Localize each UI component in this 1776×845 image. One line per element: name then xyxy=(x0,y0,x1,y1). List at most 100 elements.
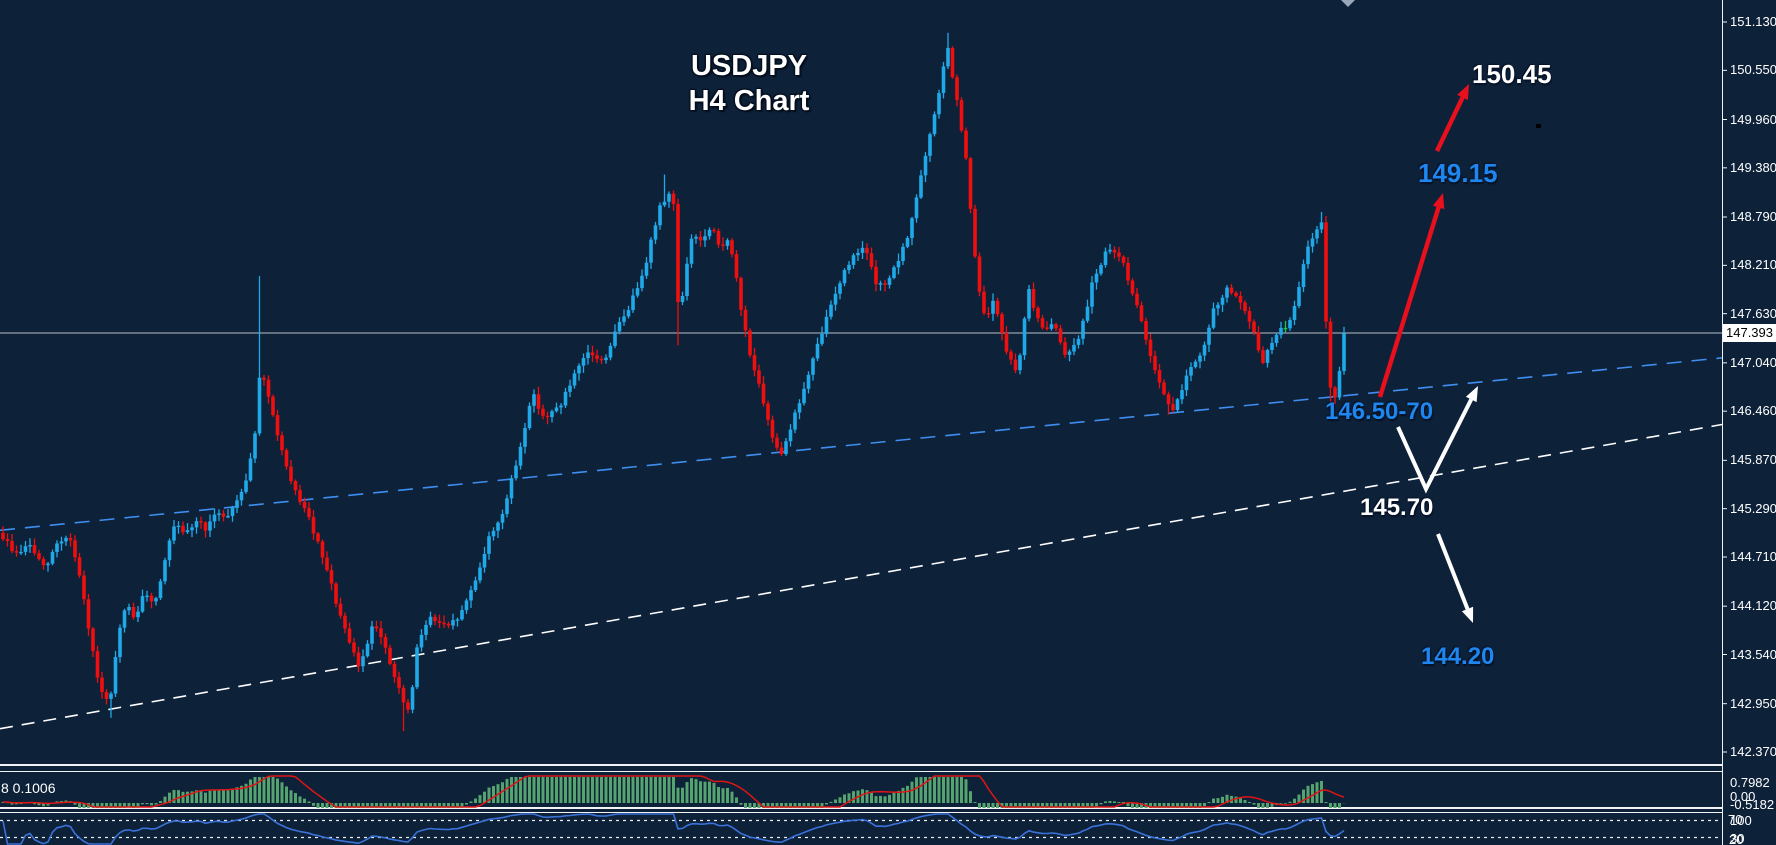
candle-body xyxy=(568,385,572,392)
histogram-bar xyxy=(1243,800,1247,803)
histogram-bar xyxy=(501,782,504,803)
histogram-bar xyxy=(456,803,459,808)
candle-body xyxy=(275,415,280,436)
candle-body xyxy=(676,203,680,303)
histogram-bar xyxy=(505,778,509,803)
histogram-bar xyxy=(699,781,702,803)
candle-body xyxy=(770,419,775,438)
histogram-bar xyxy=(978,803,981,808)
histogram-bar xyxy=(1059,803,1062,808)
candle-body xyxy=(703,236,707,241)
histogram-bar xyxy=(1279,803,1283,804)
red-arrow-to-150.45 xyxy=(1434,96,1465,152)
histogram-bar xyxy=(177,790,180,803)
candle-body xyxy=(1247,311,1252,322)
histogram-bar xyxy=(73,803,77,805)
histogram-bar xyxy=(834,799,837,803)
histogram-bar xyxy=(348,803,351,808)
candle-body xyxy=(365,643,370,657)
histogram-bar xyxy=(384,803,387,808)
candle-body xyxy=(491,530,496,537)
histogram-bar xyxy=(541,777,545,803)
candle-body xyxy=(892,267,896,278)
histogram-bar xyxy=(330,803,333,808)
histogram-bar xyxy=(1140,803,1143,808)
histogram-bar xyxy=(276,778,279,803)
candle-body xyxy=(329,570,334,584)
candle-body xyxy=(1099,265,1103,274)
histogram-bar xyxy=(946,777,950,803)
histogram-bar xyxy=(1324,802,1328,803)
candle-body xyxy=(1112,249,1117,253)
histogram-bar xyxy=(807,803,810,808)
candle-body xyxy=(1184,375,1189,391)
histogram-bar xyxy=(303,798,306,803)
candle-body xyxy=(1252,321,1256,333)
histogram-bar xyxy=(321,803,324,808)
histogram-bar xyxy=(316,803,320,808)
histogram-bar xyxy=(114,803,117,808)
histogram-bar xyxy=(861,789,864,803)
candle-body xyxy=(820,334,824,344)
histogram-bar xyxy=(847,793,851,803)
candle-body xyxy=(352,642,356,653)
indicator-axis-label: 0.00 xyxy=(1730,789,1756,804)
histogram-bar xyxy=(334,803,338,808)
histogram-bar xyxy=(204,792,207,803)
candle-body xyxy=(347,628,352,643)
candle-body xyxy=(1009,351,1013,360)
histogram-bar xyxy=(982,803,986,808)
histogram-bar xyxy=(1005,803,1008,808)
candle-body xyxy=(806,374,811,389)
candle-body xyxy=(68,537,73,541)
candle-body xyxy=(757,370,761,384)
candle-body xyxy=(1306,246,1310,265)
histogram-bar xyxy=(127,803,131,808)
histogram-bar xyxy=(100,803,104,808)
candle-body xyxy=(518,446,523,466)
candle-body xyxy=(1045,327,1049,329)
histogram-bar xyxy=(375,803,378,808)
histogram-bar xyxy=(285,786,288,803)
histogram-bar xyxy=(141,803,144,805)
histogram-bar xyxy=(429,803,432,808)
candle-body xyxy=(964,130,968,159)
histogram-bar xyxy=(555,777,558,803)
histogram-bar xyxy=(838,797,842,803)
y-axis-label: 150.550 xyxy=(1730,62,1776,78)
candle-body xyxy=(37,553,41,560)
histogram-bar xyxy=(735,797,738,803)
candle-body xyxy=(41,559,46,566)
candle-body xyxy=(523,428,527,447)
candle-body xyxy=(824,316,829,335)
histogram-bar xyxy=(343,803,347,808)
y-axis-label: 146.460 xyxy=(1730,403,1776,419)
candle-body xyxy=(203,522,208,531)
histogram-bar xyxy=(262,777,266,803)
candle-body xyxy=(950,47,955,78)
candle-body xyxy=(604,357,608,361)
candle-body xyxy=(284,450,289,467)
candle-body xyxy=(437,621,442,623)
candle-body xyxy=(1202,344,1207,356)
histogram-bar xyxy=(928,777,932,803)
histogram-bar xyxy=(474,798,477,803)
candle-body xyxy=(640,275,644,289)
red-arrow-to-149.15 xyxy=(1377,206,1441,398)
candle-body xyxy=(293,481,298,491)
candle-body xyxy=(91,628,95,652)
histogram-bar xyxy=(132,803,135,808)
candle-body xyxy=(374,626,379,629)
candles-layer xyxy=(1,32,1346,732)
y-axis-label: 143.540 xyxy=(1730,646,1776,662)
histogram-bar xyxy=(172,789,176,803)
candle-body xyxy=(50,552,55,564)
histogram-bar xyxy=(559,777,563,803)
histogram-bar xyxy=(582,777,585,803)
candle-body xyxy=(410,687,415,710)
candle-body xyxy=(1315,229,1319,239)
histogram-bar xyxy=(883,796,887,803)
candle-body xyxy=(631,295,635,311)
histogram-bar xyxy=(312,803,315,806)
candle-body xyxy=(428,616,433,625)
